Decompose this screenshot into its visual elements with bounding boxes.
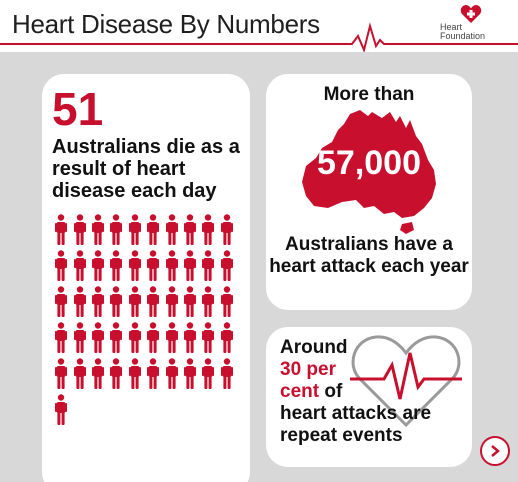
person-icon <box>126 214 144 250</box>
daily-deaths-number: 51 <box>52 83 104 135</box>
person-icon <box>89 322 107 358</box>
person-icon <box>70 322 88 358</box>
person-icon <box>107 286 125 322</box>
person-icon <box>144 358 162 394</box>
person-icon <box>181 286 199 322</box>
repeat-events-card: Around 30 per cent of heart attacks are … <box>266 327 472 467</box>
logo-text: Heart Foundation <box>440 22 486 41</box>
person-icon <box>181 358 199 394</box>
heart-logo-icon <box>460 5 482 23</box>
daily-deaths-card: 51 Australians die as a result of heart … <box>42 74 250 482</box>
person-icon <box>218 322 236 358</box>
person-icon <box>70 214 88 250</box>
person-icon <box>52 286 70 322</box>
person-icon <box>126 322 144 358</box>
person-icon <box>218 250 236 286</box>
next-button[interactable] <box>480 436 510 466</box>
person-icon <box>181 322 199 358</box>
person-icon <box>181 214 199 250</box>
header: Heart Disease By Numbers Heart Foundatio… <box>0 0 518 52</box>
person-icon <box>199 358 217 394</box>
person-icon <box>89 250 107 286</box>
heart-attacks-text: Australians have a heart attack each yea… <box>269 234 469 277</box>
person-icon <box>218 358 236 394</box>
person-icon <box>89 286 107 322</box>
person-icon <box>70 358 88 394</box>
person-icon <box>199 250 217 286</box>
repeat-events-text: Around 30 per cent of heart attacks are … <box>280 337 432 446</box>
person-icon <box>52 250 70 286</box>
person-icon <box>162 250 180 286</box>
more-than-label: More than <box>323 84 415 105</box>
heart-outline-icon <box>350 335 462 428</box>
person-icon <box>218 286 236 322</box>
person-icon <box>107 358 125 394</box>
person-icon <box>52 214 70 250</box>
person-icon <box>126 358 144 394</box>
person-icon <box>89 358 107 394</box>
person-icon <box>199 286 217 322</box>
heart-attacks-number: 57,000 <box>317 144 421 182</box>
person-icon <box>107 250 125 286</box>
person-icon <box>162 214 180 250</box>
page-title: Heart Disease By Numbers <box>12 9 320 39</box>
heartbeat-line-icon <box>0 22 518 52</box>
person-icon <box>162 286 180 322</box>
heart-attacks-per-year-card: More than 57,000 Australians have a hear… <box>266 74 472 310</box>
person-icon <box>144 286 162 322</box>
person-icon <box>144 322 162 358</box>
person-icon <box>162 358 180 394</box>
person-icon <box>70 250 88 286</box>
person-icon <box>218 214 236 250</box>
people-pictogram <box>52 214 242 430</box>
person-icon <box>70 286 88 322</box>
person-icon <box>199 214 217 250</box>
chevron-right-icon <box>491 445 500 457</box>
person-icon <box>52 358 70 394</box>
person-icon <box>144 214 162 250</box>
daily-deaths-text: Australians die as a result of heart dis… <box>52 136 240 202</box>
australia-map-icon <box>302 110 436 234</box>
person-icon <box>126 286 144 322</box>
person-icon <box>181 250 199 286</box>
person-icon <box>162 322 180 358</box>
person-icon <box>89 214 107 250</box>
person-icon <box>52 394 70 430</box>
person-icon <box>144 250 162 286</box>
person-icon <box>199 322 217 358</box>
person-icon <box>107 322 125 358</box>
person-icon <box>107 214 125 250</box>
person-icon <box>52 322 70 358</box>
heart-foundation-logo: Heart Foundation <box>434 4 506 48</box>
person-icon <box>126 250 144 286</box>
